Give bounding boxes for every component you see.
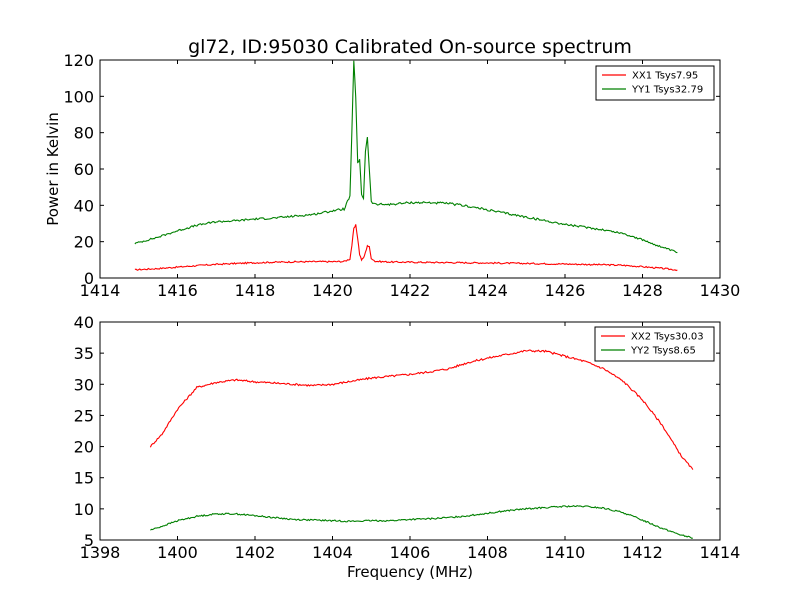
y-axis-label: Power in Kelvin <box>44 112 62 226</box>
x-tick-label: 1414 <box>700 543 741 562</box>
series-line-yy2 <box>150 504 693 539</box>
plot-1: 1414 1416 1418 1420 1422 1424 1426 1428 1430 0 20 4… <box>63 51 740 300</box>
x-tick-label: 1414 <box>80 281 121 300</box>
y-tick-label: 25 <box>74 406 94 425</box>
y-tick-label: 100 <box>63 87 94 106</box>
x-tick-label: 1406 <box>390 543 431 562</box>
y-tick-label: 40 <box>74 196 94 215</box>
legend-entry: YY2 Tsys8.65 <box>630 346 696 357</box>
legend-box <box>595 65 715 101</box>
x-tick-label: 1418 <box>235 281 276 300</box>
y-tick-label: 80 <box>74 124 94 143</box>
x-tick-label: 1430 <box>700 281 741 300</box>
x-tick-label: 1422 <box>390 281 431 300</box>
y-tick-label: 40 <box>74 313 94 332</box>
x-tick-label: 1412 <box>622 543 663 562</box>
y-tick-label: 30 <box>74 375 94 394</box>
chart-title: gl72, ID:95030 Calibrated On-source spec… <box>188 36 632 58</box>
y-tick-label: 5 <box>84 531 94 550</box>
y-tick-label: 35 <box>74 344 94 363</box>
x-tick-label: 1408 <box>467 543 508 562</box>
legend-entry: XX1 Tsys7.95 <box>632 71 698 82</box>
x-tick-label: 1402 <box>235 543 276 562</box>
y-tick-label: 0 <box>84 269 94 288</box>
legend: XX2 Tsys30.03 YY2 Tsys8.65 <box>594 326 715 362</box>
y-tick-label: 15 <box>74 469 94 488</box>
legend-box <box>594 326 715 362</box>
x-tick-label: 1416 <box>157 281 198 300</box>
x-tick-label: 1426 <box>545 281 586 300</box>
series-line-xx1 <box>134 224 678 272</box>
x-tick-label: 1420 <box>312 281 353 300</box>
x-axis-label: Frequency (MHz) <box>347 563 473 581</box>
series-line-yy1 <box>134 60 678 254</box>
legend: XX1 Tsys7.95 YY1 Tsys32.79 <box>595 65 715 101</box>
y-tick-label: 20 <box>74 233 94 252</box>
x-tick-label: 1400 <box>157 543 198 562</box>
plot-2: 1398 1400 1402 1404 1406 1408 1410 1412 1414 5 10 1… <box>74 313 741 562</box>
x-tick-label: 1398 <box>80 543 121 562</box>
series-line-xx2 <box>149 349 694 470</box>
y-tick-label: 60 <box>74 160 94 179</box>
x-tick-label: 1428 <box>622 281 663 300</box>
legend-entry: YY1 Tsys32.79 <box>631 85 703 96</box>
x-tick-label: 1410 <box>545 543 586 562</box>
x-tick-label: 1404 <box>312 543 353 562</box>
legend-entry: XX2 Tsys30.03 <box>631 332 704 343</box>
y-tick-label: 120 <box>63 51 94 70</box>
y-tick-label: 10 <box>74 500 94 519</box>
y-tick-label: 20 <box>74 438 94 457</box>
x-tick-label: 1424 <box>467 281 508 300</box>
